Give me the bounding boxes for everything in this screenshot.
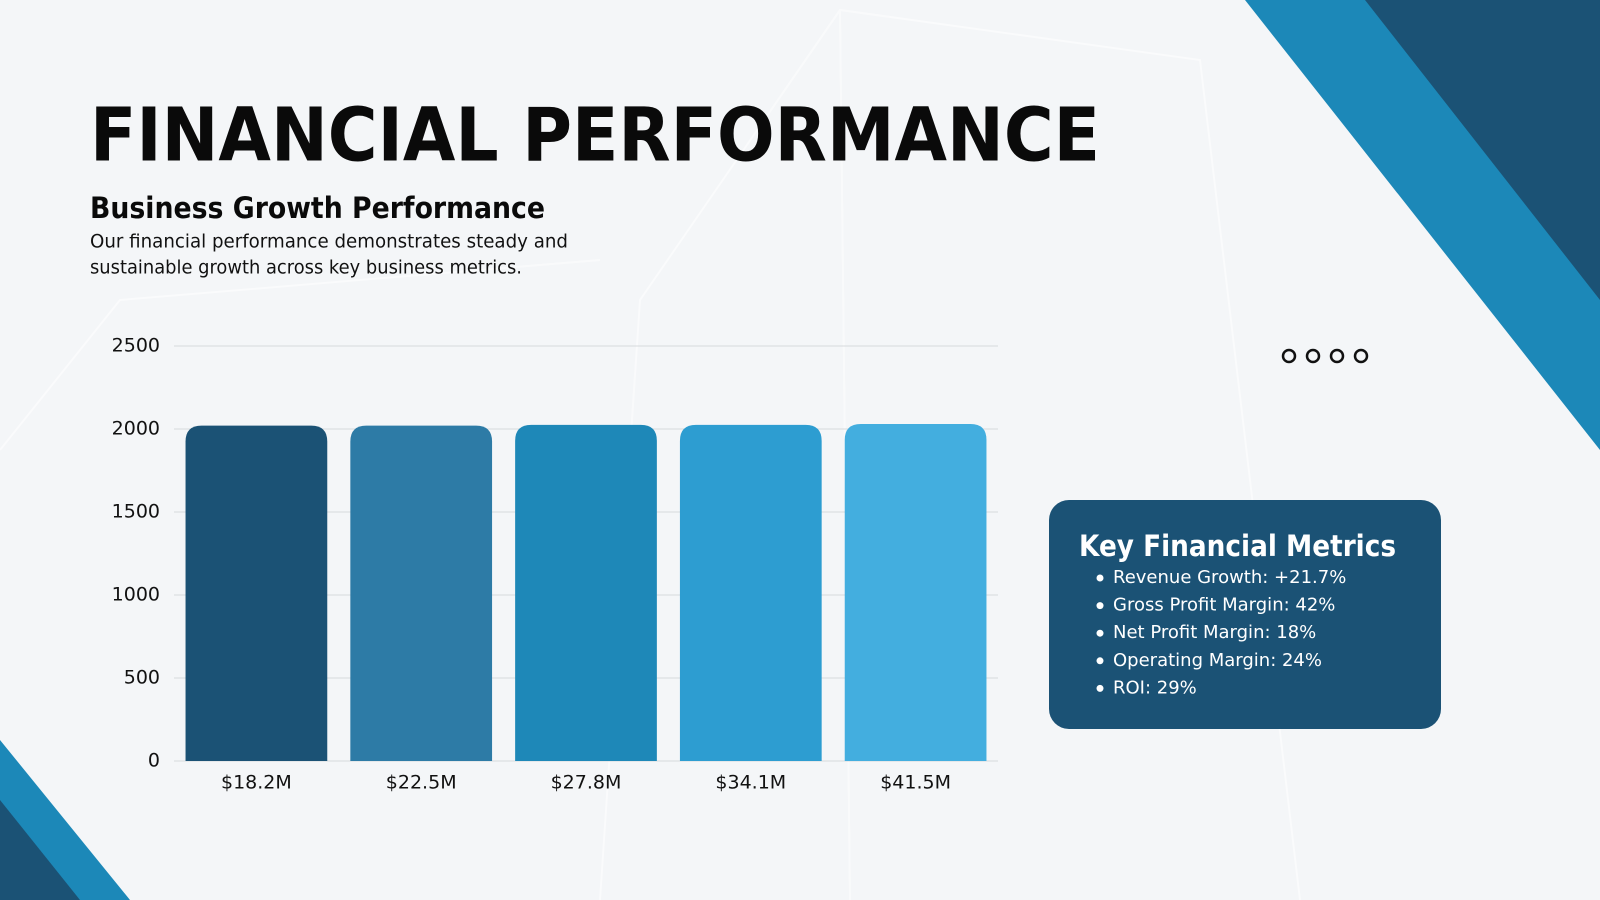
title: FINANCIAL PERFORMANCE [90, 93, 1100, 179]
bar [679, 424, 822, 761]
bullet [1096, 629, 1104, 637]
y-tick-label: 2000 [112, 418, 160, 440]
bar [515, 424, 657, 761]
bar [350, 425, 493, 761]
y-tick-label: 500 [124, 667, 160, 689]
metric-item: ROI: 29% [1113, 677, 1197, 698]
bar [185, 425, 328, 761]
x-tick-label: $22.5M [386, 772, 457, 794]
x-tick-label: $27.8M [551, 772, 622, 794]
x-tick-label: $41.5M [880, 772, 951, 794]
bullet [1096, 684, 1104, 692]
bullet [1096, 657, 1104, 665]
x-tick-label: $34.1M [715, 772, 786, 794]
metric-item: Gross Profit Margin: 42% [1113, 595, 1335, 616]
y-tick-label: 1500 [112, 501, 160, 523]
corner-bottom-dark [0, 800, 80, 900]
dots [1281, 348, 1369, 364]
bullet [1096, 574, 1104, 582]
description: sustainable growth across key business m… [90, 257, 522, 279]
metric-item: Operating Margin: 24% [1113, 650, 1322, 671]
x-tick-label: $18.2M [221, 772, 292, 794]
metric-item: Net Profit Margin: 18% [1113, 622, 1316, 643]
metric-item: Revenue Growth: +21.7% [1113, 567, 1346, 588]
metrics-panel [1049, 500, 1441, 729]
bullet [1096, 602, 1104, 610]
corner-dark [1365, 0, 1600, 300]
y-tick-label: 0 [148, 750, 160, 772]
description: Our financial performance demonstrates s… [90, 231, 568, 253]
y-tick-label: 1000 [112, 584, 160, 606]
metrics-title: Key Financial Metrics [1079, 529, 1396, 563]
subtitle: Business Growth Performance [90, 191, 545, 225]
bar [844, 424, 987, 761]
y-tick-label: 2500 [112, 335, 160, 357]
